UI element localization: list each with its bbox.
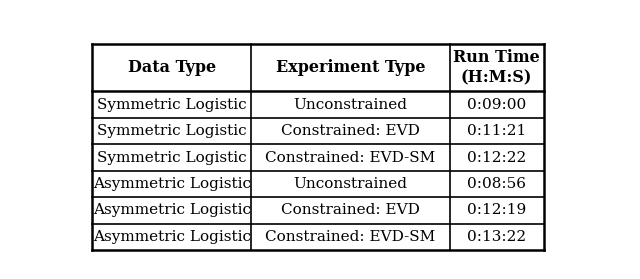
Text: Asymmetric Logistic: Asymmetric Logistic	[93, 177, 251, 191]
Text: Asymmetric Logistic: Asymmetric Logistic	[93, 230, 251, 244]
Text: Symmetric Logistic: Symmetric Logistic	[97, 151, 246, 165]
Text: 0:08:56: 0:08:56	[467, 177, 526, 191]
Text: 0:13:22: 0:13:22	[467, 230, 526, 244]
Text: Constrained: EVD: Constrained: EVD	[281, 124, 420, 138]
Text: Run Time
(H:M:S): Run Time (H:M:S)	[453, 49, 540, 87]
Text: Symmetric Logistic: Symmetric Logistic	[97, 98, 246, 112]
Text: 0:12:22: 0:12:22	[467, 151, 526, 165]
Text: Constrained: EVD: Constrained: EVD	[281, 203, 420, 217]
Text: 0:09:00: 0:09:00	[467, 98, 526, 112]
Text: Constrained: EVD-SM: Constrained: EVD-SM	[265, 151, 435, 165]
Text: 0:12:19: 0:12:19	[467, 203, 526, 217]
Text: Data Type: Data Type	[128, 59, 216, 76]
Text: Constrained: EVD-SM: Constrained: EVD-SM	[265, 230, 435, 244]
Text: Unconstrained: Unconstrained	[293, 98, 407, 112]
Text: Experiment Type: Experiment Type	[276, 59, 425, 76]
Text: 0:11:21: 0:11:21	[467, 124, 526, 138]
Text: Unconstrained: Unconstrained	[293, 177, 407, 191]
Text: Symmetric Logistic: Symmetric Logistic	[97, 124, 246, 138]
Text: Asymmetric Logistic: Asymmetric Logistic	[93, 203, 251, 217]
